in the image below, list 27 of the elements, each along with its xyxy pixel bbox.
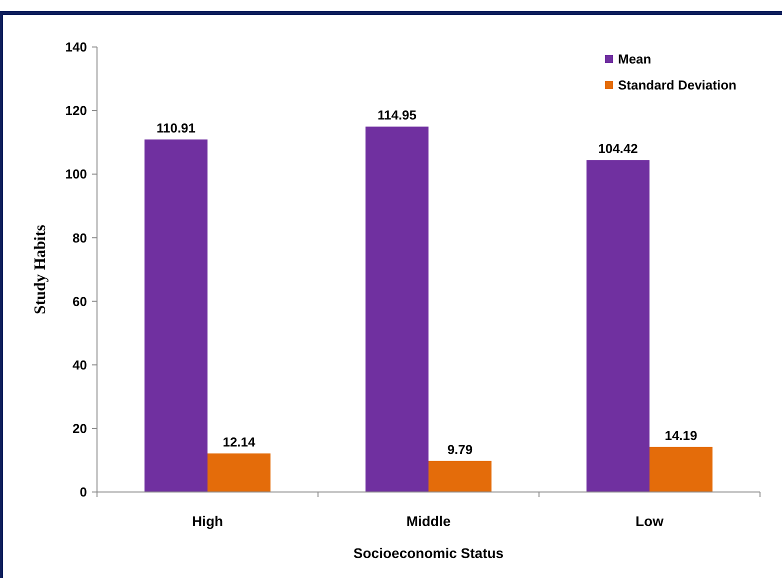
y-tick-label: 140 bbox=[65, 40, 87, 55]
y-tick-label: 60 bbox=[72, 294, 87, 309]
data-label: 110.91 bbox=[156, 120, 196, 136]
x-tick-label: Middle bbox=[406, 513, 451, 529]
y-axis-title: Study Habits bbox=[32, 224, 49, 314]
legend-label: Standard Deviation bbox=[618, 78, 737, 93]
y-tick-label: 40 bbox=[72, 357, 87, 372]
data-label: 12.14 bbox=[222, 434, 256, 450]
y-tick-label: 0 bbox=[80, 484, 87, 500]
x-tick-label: High bbox=[192, 513, 224, 529]
bar bbox=[208, 453, 270, 492]
data-label: 104.42 bbox=[598, 141, 638, 156]
y-tick-label: 120 bbox=[65, 103, 87, 118]
x-tick-label: Low bbox=[636, 513, 664, 529]
bar bbox=[650, 446, 712, 492]
bar bbox=[144, 139, 208, 492]
bar bbox=[366, 126, 428, 492]
bar bbox=[428, 460, 492, 492]
data-label: 9.79 bbox=[447, 442, 473, 457]
data-label: 14.19 bbox=[664, 428, 698, 443]
y-tick-label: 100 bbox=[65, 166, 87, 182]
y-tick-label: 80 bbox=[72, 230, 87, 246]
bar bbox=[586, 160, 650, 492]
y-tick-label: 20 bbox=[72, 420, 87, 436]
data-label: 114.95 bbox=[377, 108, 417, 123]
x-axis-title: Socioeconomic Status bbox=[353, 545, 504, 561]
legend-label: Mean bbox=[618, 52, 652, 67]
